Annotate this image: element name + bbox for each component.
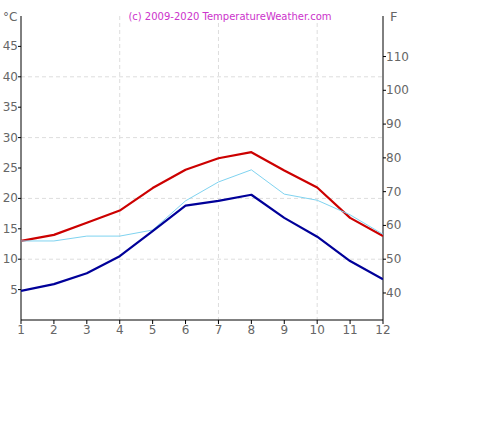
x-tick-label: 12 (375, 323, 390, 337)
y2-axis (383, 16, 384, 320)
y-tick-label: 30 (3, 131, 18, 145)
y2-tick-label: 40 (386, 286, 401, 300)
x-tick-label: 5 (149, 323, 157, 337)
y-tick-label: 40 (3, 70, 18, 84)
y-tick-label: 5 (10, 283, 18, 297)
title: (c) 2009-2020 TemperatureWeather.com (128, 11, 331, 22)
grid-line (21, 259, 383, 260)
y-tick (18, 168, 21, 169)
x-tick-label: 9 (280, 323, 288, 337)
x-tick-label: 1 (17, 323, 25, 337)
grid-line (21, 137, 383, 138)
y2-tick-label: 100 (386, 83, 409, 97)
x-tick-label: 3 (83, 323, 91, 337)
y-tick-label: 15 (3, 222, 18, 236)
y-tick (18, 46, 21, 47)
y-tick-label: 45 (3, 39, 18, 53)
y-tick-label: 20 (3, 191, 18, 205)
y2-label: F (390, 9, 397, 24)
y-tick (18, 259, 21, 260)
y-tick (18, 137, 21, 138)
x-tick-label: 2 (50, 323, 58, 337)
chart: 1234567891011125101520253035404540506070… (0, 0, 504, 425)
x-tick-label: 7 (215, 323, 223, 337)
y2-tick-label: 60 (386, 218, 401, 232)
x-tick-label: 10 (310, 323, 325, 337)
y-label: °C (3, 10, 17, 24)
y2-tick-label: 90 (386, 117, 401, 131)
plot-lines (21, 152, 383, 291)
series-line (21, 195, 383, 291)
grid-line (317, 16, 318, 320)
x-tick-label: 6 (182, 323, 190, 337)
x-tick-label: 8 (248, 323, 256, 337)
y-tick-label: 10 (3, 252, 18, 266)
grid-line (119, 16, 120, 320)
series-line (21, 152, 383, 241)
series-line (21, 170, 383, 241)
grid-line (218, 16, 219, 320)
y-tick (18, 289, 21, 290)
y2-tick-label: 110 (386, 50, 409, 64)
grid-line (21, 76, 383, 77)
y2-tick-label: 80 (386, 151, 401, 165)
y-tick-label: 25 (3, 161, 18, 175)
x-tick-label: 4 (116, 323, 124, 337)
y-tick (18, 228, 21, 229)
y-tick-label: 35 (3, 100, 18, 114)
y-tick (18, 198, 21, 199)
y-tick (18, 76, 21, 77)
y-tick (18, 107, 21, 108)
y2-tick-label: 70 (386, 185, 401, 199)
x-tick-label: 11 (342, 323, 357, 337)
x-axis (21, 320, 383, 321)
y2-tick-label: 50 (386, 252, 401, 266)
